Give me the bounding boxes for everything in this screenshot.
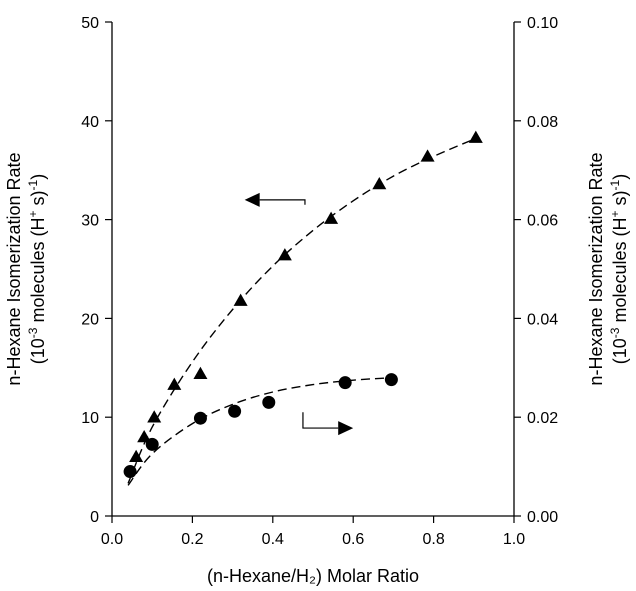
- data-markers: [123, 130, 483, 479]
- circle-marker: [338, 376, 352, 390]
- triangle-marker: [167, 377, 182, 390]
- triangle-marker: [468, 130, 483, 143]
- annotation-arrows: [244, 192, 354, 436]
- y-tick-label: 10: [81, 410, 99, 427]
- x-tick-label: 1.0: [503, 531, 525, 548]
- triangle-marker: [372, 177, 387, 190]
- arrow-head-left: [244, 192, 260, 207]
- circle-marker: [262, 395, 276, 409]
- triangle-marker: [129, 449, 144, 462]
- y-tick-label: 50: [81, 15, 99, 32]
- right-y-axis-label-line2: (10-3 molecules (H+ s)-1): [608, 174, 630, 364]
- y-tick-label: 30: [81, 213, 99, 230]
- y2-tick-label: 0.02: [527, 410, 558, 427]
- arrow-line-right: [302, 412, 339, 429]
- axis-labels: (n-Hexane/H₂) Molar Ratio n-Hexane Isomer…: [4, 152, 630, 586]
- circle-marker: [145, 437, 159, 451]
- y2-tick-label: 0.10: [527, 15, 558, 32]
- x-tick-label: 0.6: [342, 531, 364, 548]
- right-y-axis-label-line1: n-Hexane Isomerization Rate: [586, 152, 606, 385]
- y2-tick-label: 0.08: [527, 114, 558, 131]
- y-tick-label: 20: [81, 311, 99, 328]
- fit-curve-series-1: [127, 376, 394, 486]
- left-y-axis-label: n-Hexane Isomerization Rate (10-3 molecul…: [4, 152, 48, 385]
- y2-tick-label: 0.06: [527, 213, 558, 230]
- arrow-line-left: [259, 199, 306, 205]
- plot-axes: 0.0 0.2 0.4 0.6 0.8 1.0 0 10 20 30 40 50 0.00 0.02 0.0…: [81, 15, 558, 548]
- circle-marker: [228, 404, 242, 418]
- triangle-marker: [233, 293, 248, 306]
- right-y-axis-label: n-Hexane Isomerization Rate (10-3 molecul…: [586, 152, 630, 385]
- fit-curve-series-0: [127, 136, 479, 484]
- y-tick-label: 0: [90, 509, 99, 526]
- left-y-axis-label-line1: n-Hexane Isomerization Rate: [4, 152, 24, 385]
- fit-curves: [127, 136, 479, 486]
- triangle-marker: [147, 410, 162, 423]
- circle-marker: [193, 411, 207, 425]
- y2-tick-label: 0.04: [527, 311, 558, 328]
- triangle-marker: [420, 149, 435, 162]
- triangle-marker: [137, 429, 152, 443]
- triangle-marker: [277, 248, 292, 261]
- triangle-marker: [193, 366, 208, 379]
- x-tick-label: 0.4: [262, 531, 284, 548]
- circle-marker: [123, 465, 137, 479]
- x-axis-label: (n-Hexane/H₂) Molar Ratio: [207, 566, 419, 586]
- y2-tick-label: 0.00: [527, 509, 558, 526]
- circle-marker: [384, 373, 398, 387]
- triangle-marker: [324, 211, 339, 224]
- x-tick-label: 0.8: [422, 531, 444, 548]
- left-y-axis-label-line2: (10-3 molecules (H+ s)-1): [26, 174, 48, 364]
- x-tick-label: 0.2: [181, 531, 203, 548]
- x-tick-label: 0.0: [101, 531, 123, 548]
- arrow-head-right: [338, 421, 354, 436]
- y-tick-label: 40: [81, 114, 99, 131]
